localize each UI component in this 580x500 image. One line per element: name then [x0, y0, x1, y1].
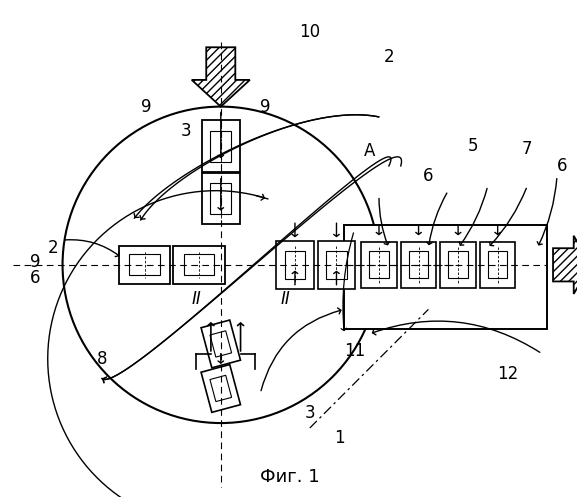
Text: 5: 5 — [467, 137, 478, 155]
Bar — [448, 251, 468, 278]
Bar — [201, 320, 241, 368]
Text: Фиг. 1: Фиг. 1 — [260, 468, 320, 486]
Bar — [276, 241, 314, 288]
Bar — [361, 242, 397, 288]
Text: 9: 9 — [30, 253, 40, 271]
Bar — [285, 250, 305, 279]
Bar — [211, 130, 231, 162]
Text: 9: 9 — [142, 98, 152, 116]
Text: 3: 3 — [304, 404, 315, 422]
Text: 1: 1 — [334, 429, 345, 447]
Text: II: II — [280, 290, 290, 308]
Text: 2: 2 — [48, 239, 58, 257]
Text: II: II — [191, 290, 201, 308]
Bar — [202, 173, 240, 225]
Bar — [210, 376, 231, 402]
Bar — [480, 242, 516, 288]
Text: 12: 12 — [497, 364, 518, 382]
Text: 6: 6 — [557, 157, 567, 175]
Text: 6: 6 — [30, 268, 40, 286]
Bar — [210, 331, 231, 357]
Bar — [345, 226, 547, 329]
Bar — [202, 120, 240, 172]
Bar — [318, 241, 356, 288]
Bar — [440, 242, 476, 288]
Text: 10: 10 — [299, 24, 320, 42]
Bar — [129, 254, 160, 275]
Bar — [184, 254, 215, 275]
Bar — [401, 242, 436, 288]
Text: 9: 9 — [260, 98, 270, 116]
Bar — [409, 251, 429, 278]
Text: 3: 3 — [181, 122, 191, 140]
Text: 2: 2 — [383, 48, 394, 66]
Bar — [201, 364, 241, 412]
Text: 6: 6 — [423, 167, 434, 185]
Text: 7: 7 — [522, 140, 532, 158]
Text: 11: 11 — [344, 342, 365, 360]
Text: A: A — [364, 142, 375, 160]
Text: 8: 8 — [97, 350, 107, 368]
Bar — [211, 183, 231, 214]
Bar — [488, 251, 508, 278]
Bar — [173, 246, 224, 284]
Bar — [369, 251, 389, 278]
Bar — [326, 250, 347, 279]
Bar — [119, 246, 171, 284]
